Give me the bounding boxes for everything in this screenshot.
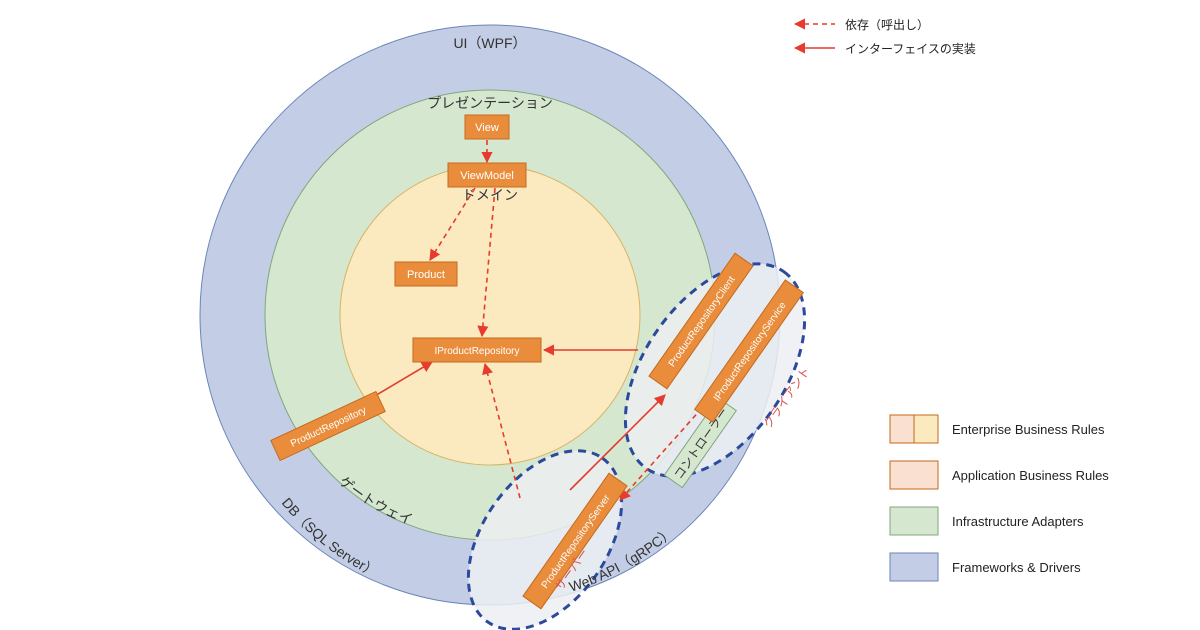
svg-text:Application Business Rules: Application Business Rules	[952, 468, 1109, 483]
box-irepo: IProductRepository	[413, 338, 541, 362]
legend-dashed-label: 依存（呼出し）	[845, 17, 929, 32]
box-viewmodel: ViewModel	[448, 163, 526, 187]
legend-item-0: Enterprise Business Rules	[890, 415, 1105, 443]
svg-text:Frameworks & Drivers: Frameworks & Drivers	[952, 560, 1081, 575]
legend-item-1: Application Business Rules	[890, 461, 1109, 489]
svg-text:Infrastructure Adapters: Infrastructure Adapters	[952, 514, 1084, 529]
ring-label-domain: ドメイン	[462, 187, 518, 203]
clean-architecture-diagram: UI（WPF） プレゼンテーション ドメイン DB（SQL Server） We…	[0, 0, 1200, 630]
svg-text:ViewModel: ViewModel	[460, 170, 514, 182]
legend-arrow-types: 依存（呼出し） インターフェイスの実装	[795, 17, 976, 56]
legend-layers: Enterprise Business Rules Application Bus…	[890, 415, 1109, 581]
ring-label-presentation: プレゼンテーション	[427, 95, 553, 111]
box-view: View	[465, 115, 509, 139]
svg-text:View: View	[475, 122, 499, 134]
ring-app	[340, 165, 640, 465]
box-product: Product	[395, 262, 457, 286]
legend-item-3: Frameworks & Drivers	[890, 553, 1081, 581]
ring-label-ui: UI（WPF）	[453, 35, 526, 51]
svg-text:Product: Product	[407, 269, 445, 281]
legend-item-2: Infrastructure Adapters	[890, 507, 1084, 535]
svg-text:Enterprise Business Rules: Enterprise Business Rules	[952, 422, 1105, 437]
legend-solid-label: インターフェイスの実装	[845, 41, 976, 56]
svg-text:IProductRepository: IProductRepository	[434, 346, 519, 357]
